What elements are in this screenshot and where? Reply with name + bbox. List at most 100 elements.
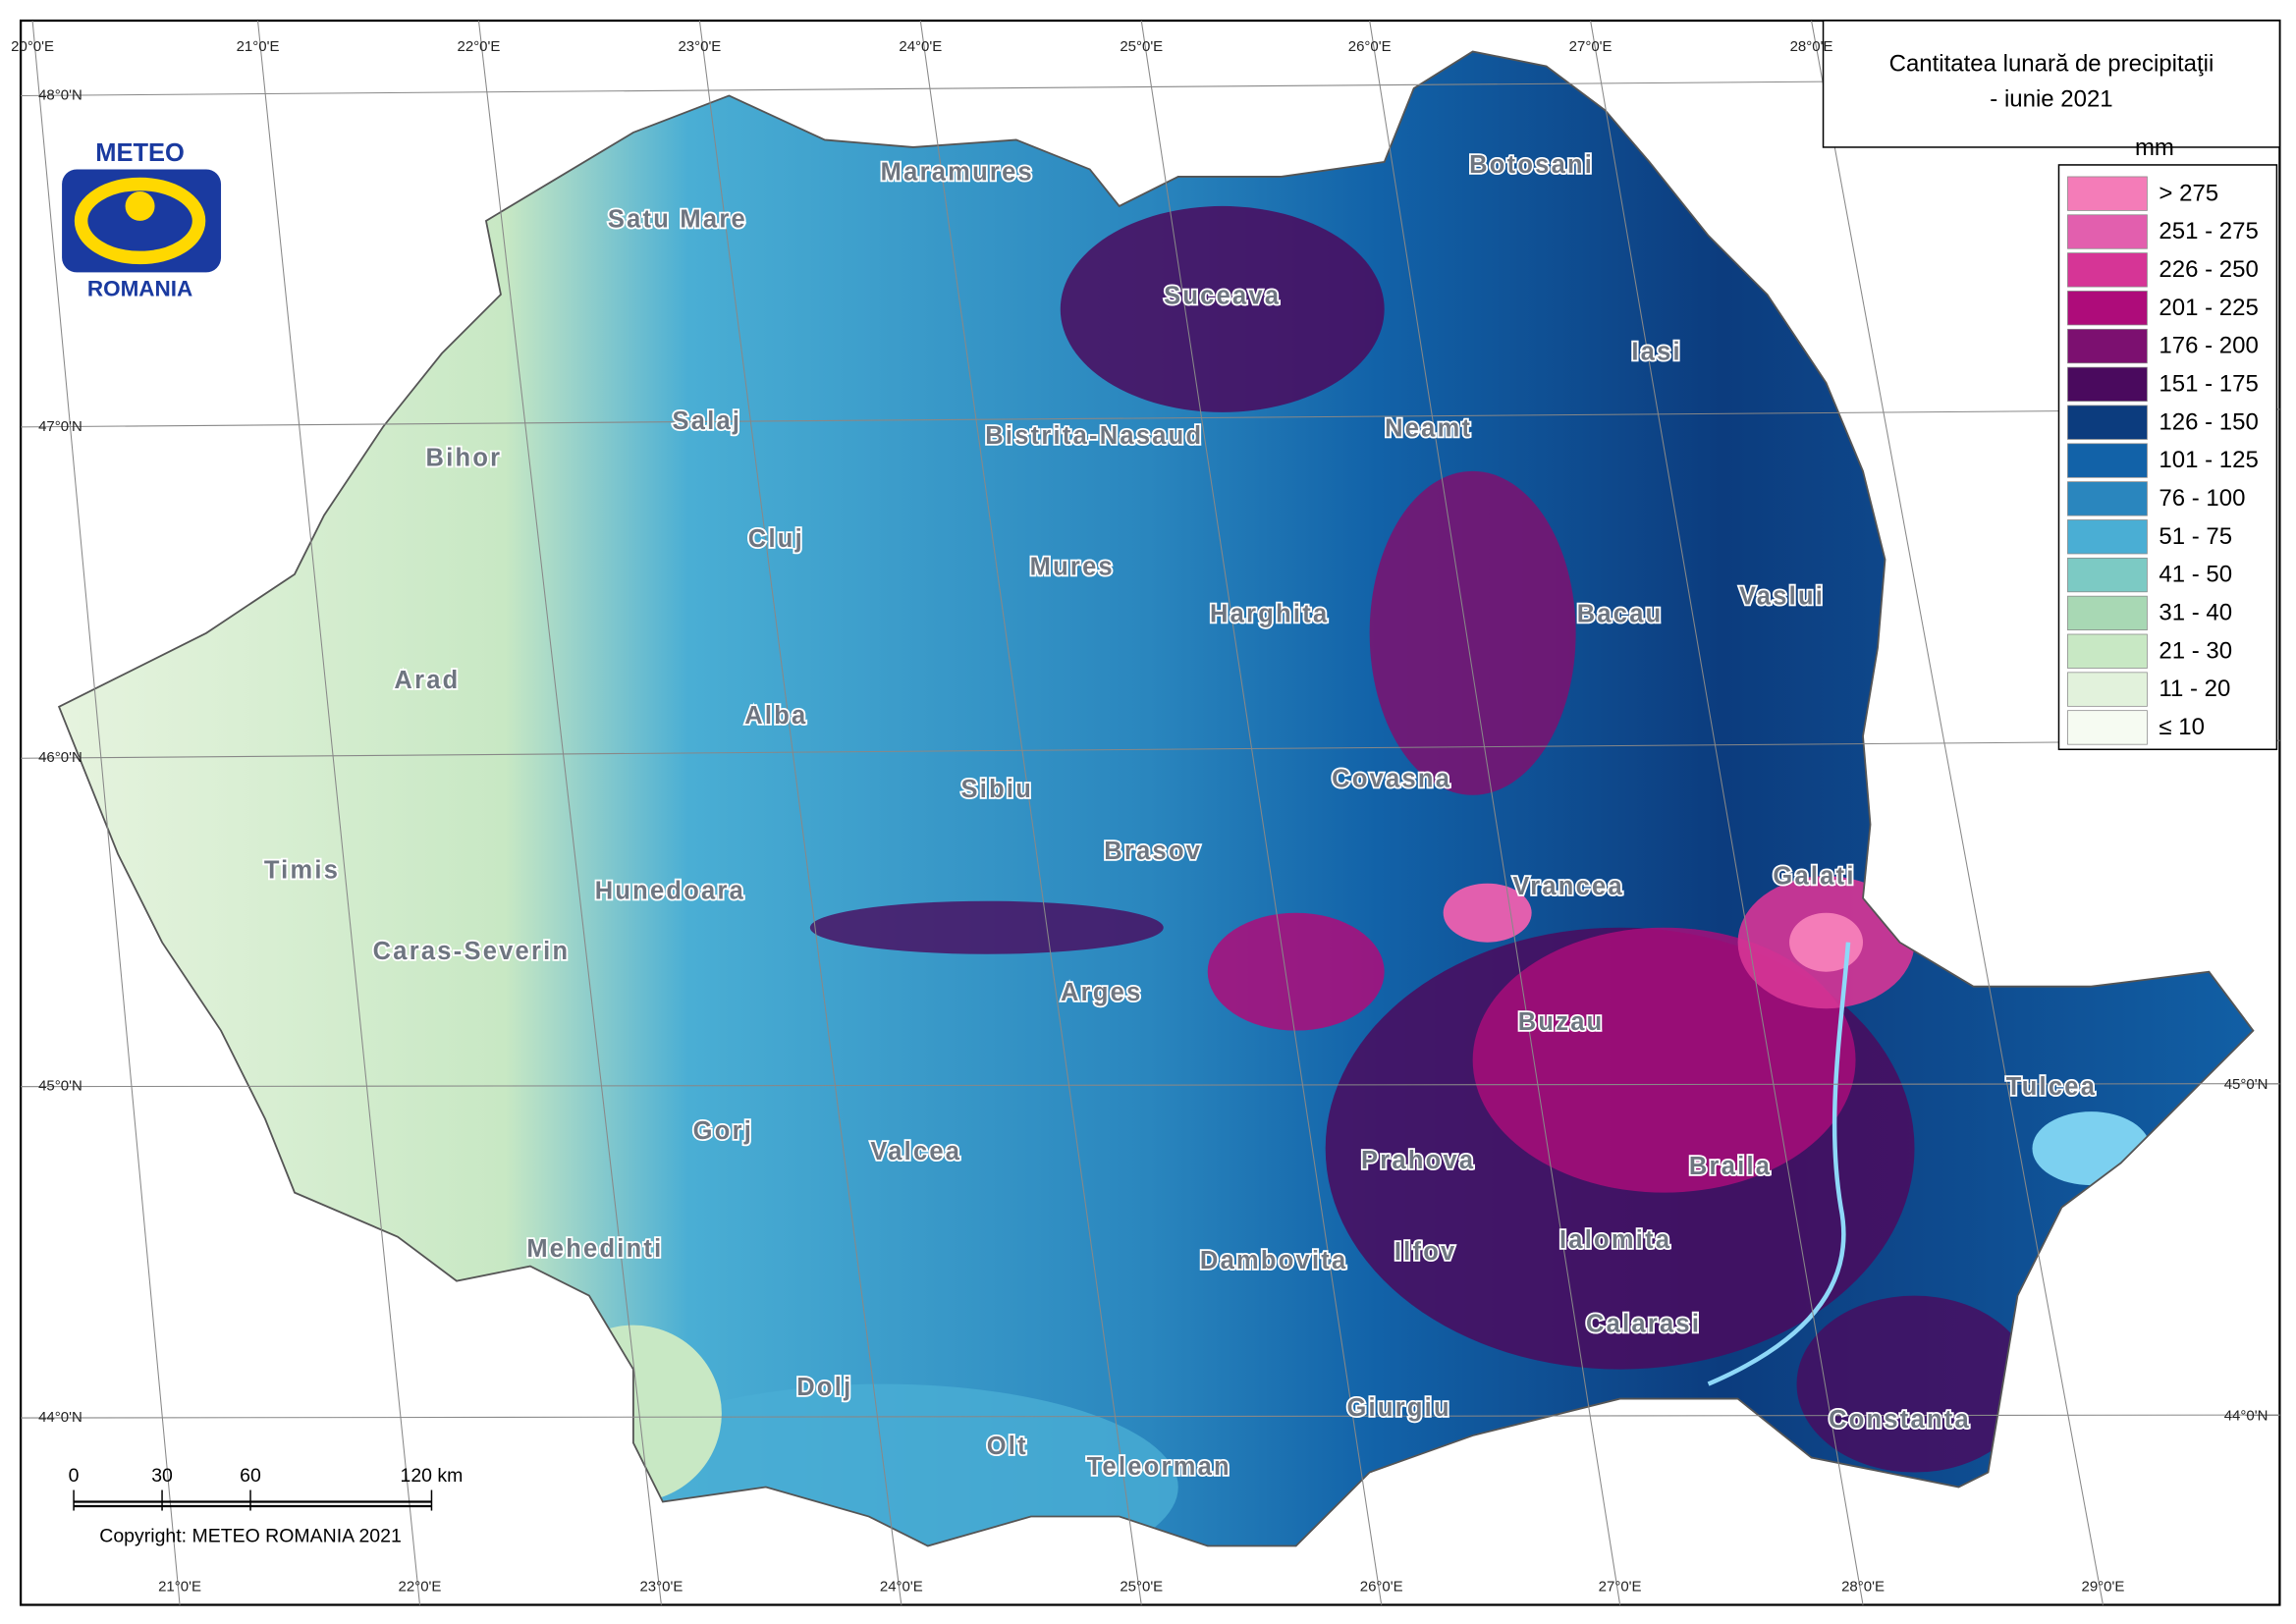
graticule-label: 45°0'N — [38, 1078, 82, 1095]
county-label: Prahova — [1361, 1147, 1475, 1174]
graticule-label: 24°0'E — [899, 38, 942, 55]
graticule-label: 26°0'E — [1348, 38, 1392, 55]
meridian — [1140, 20, 1383, 1605]
legend-swatch — [2067, 291, 2148, 326]
county-label: Iasi — [1631, 339, 1682, 366]
county-label: Harghita — [1210, 601, 1329, 628]
legend-swatch — [2067, 252, 2148, 288]
county-label: Mehedinti — [526, 1235, 663, 1263]
danube — [1707, 942, 1851, 1386]
scale-bar — [74, 1500, 432, 1508]
meridian — [1369, 20, 1621, 1605]
legend-swatch — [2067, 481, 2148, 516]
graticule-label: 44°0'N — [38, 1409, 82, 1426]
county-label: Galati — [1773, 862, 1855, 890]
legend-swatch — [2067, 443, 2148, 478]
meridian — [257, 20, 420, 1605]
graticule-label: 28°0'E — [1841, 1578, 1885, 1595]
meridian — [1811, 20, 2104, 1605]
legend-swatch — [2067, 595, 2148, 631]
legend-label: 31 - 40 — [2159, 600, 2232, 626]
county-label: Olt — [987, 1433, 1028, 1460]
subtitle: - iunie 2021 — [1990, 85, 2112, 112]
county-label: Botosani — [1469, 151, 1594, 179]
county-label: Vrancea — [1512, 873, 1624, 900]
county-label: Arad — [394, 667, 460, 694]
legend-label: 126 - 150 — [2159, 408, 2258, 435]
legend-label: 51 - 75 — [2159, 523, 2232, 550]
county-label: Hunedoara — [595, 877, 745, 904]
county-label: Gorj — [693, 1117, 753, 1145]
county-label: Buzau — [1518, 1008, 1605, 1036]
meridian — [698, 20, 902, 1605]
graticule — [21, 20, 2280, 1605]
meridian — [477, 20, 662, 1605]
county-label: Neamt — [1385, 415, 1472, 443]
legend-label: 176 - 200 — [2159, 333, 2258, 359]
scale-label: 0 — [69, 1465, 80, 1487]
county-label: Valcea — [870, 1138, 961, 1165]
logo-bottom: ROMANIA — [87, 276, 192, 300]
graticule-label: 23°0'E — [678, 38, 721, 55]
legend-swatch — [2067, 672, 2148, 707]
graticule-label: 48°0'N — [38, 86, 82, 103]
scale-label: 30 — [151, 1465, 173, 1487]
scale-label: 120 km — [401, 1465, 464, 1487]
county-label: Teleorman — [1087, 1453, 1231, 1481]
county-label: Bistrita-Nasaud — [985, 422, 1203, 450]
parallel — [21, 1083, 2280, 1088]
parallel — [21, 1414, 2280, 1419]
county-label: Bihor — [426, 445, 503, 472]
legend-label: 201 - 225 — [2159, 295, 2258, 321]
legend-swatch — [2067, 633, 2148, 669]
county-label: Constanta — [1829, 1406, 1971, 1434]
legend-unit: mm — [2135, 135, 2174, 161]
graticule-label: 27°0'E — [1599, 1578, 1642, 1595]
legend-label: 21 - 30 — [2159, 637, 2232, 664]
county-label: Cluj — [748, 525, 804, 553]
county-label: Caras-Severin — [373, 938, 571, 965]
legend-swatch — [2067, 214, 2148, 249]
county-label: Timis — [264, 856, 340, 884]
graticule-label: 25°0'E — [1120, 1578, 1163, 1595]
legend-swatch — [2067, 710, 2148, 745]
legend-label: ≤ 10 — [2159, 714, 2205, 740]
meridian — [31, 20, 181, 1605]
graticule-label: 29°0'E — [2082, 1578, 2125, 1595]
graticule-label: 22°0'E — [399, 1578, 442, 1595]
county-label: Giurgiu — [1346, 1394, 1450, 1422]
county-label: Maramures — [881, 159, 1034, 187]
county-label: Ilfov — [1394, 1238, 1457, 1266]
legend-swatch — [2067, 176, 2148, 211]
county-label: Calarasi — [1586, 1310, 1701, 1337]
legend-label: > 275 — [2159, 180, 2218, 206]
legend-swatch — [2067, 366, 2148, 403]
graticule-label: 24°0'E — [880, 1578, 923, 1595]
graticule-label: 21°0'E — [237, 38, 280, 55]
title-box — [1822, 20, 2281, 148]
county-label: Bacau — [1577, 601, 1664, 628]
legend-label: 101 - 125 — [2159, 447, 2258, 473]
meridian — [919, 20, 1142, 1605]
legend-label: 251 - 275 — [2159, 218, 2258, 244]
graticule-label: 23°0'E — [639, 1578, 683, 1595]
title: Cantitatea lunară de precipitaţii — [1889, 50, 2214, 77]
county-label: Brasov — [1104, 838, 1202, 865]
scale-label: 60 — [240, 1465, 261, 1487]
legend-label: 41 - 50 — [2159, 562, 2232, 588]
graticule-label: 25°0'E — [1120, 38, 1163, 55]
graticule-label: 27°0'E — [1569, 38, 1613, 55]
graticule-label: 20°0'E — [11, 38, 54, 55]
graticule-label: 47°0'N — [38, 418, 82, 435]
meridian — [1590, 20, 1864, 1605]
graticule-label: 21°0'E — [158, 1578, 201, 1595]
county-label: Alba — [744, 702, 807, 730]
copyright: Copyright: METEO ROMANIA 2021 — [99, 1526, 402, 1547]
logo-top: METEO — [95, 139, 185, 167]
graticule-label: 46°0'N — [38, 749, 82, 766]
logo: METEO ROMANIA — [62, 139, 222, 300]
county-label: Vaslui — [1739, 583, 1825, 611]
legend-swatch — [2067, 405, 2148, 440]
legend-label: 151 - 175 — [2159, 370, 2258, 397]
